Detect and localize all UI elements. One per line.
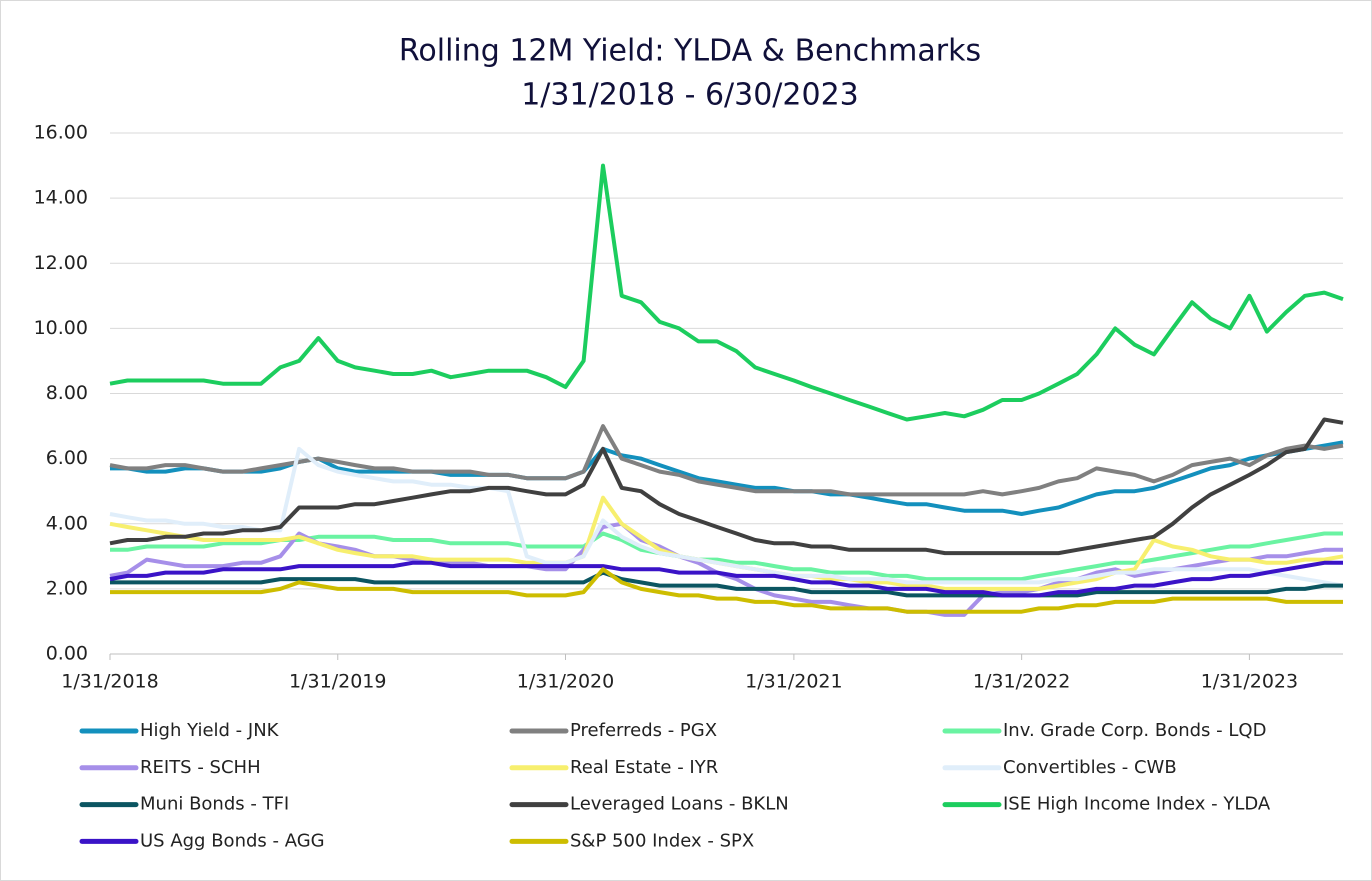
- chart-title: Rolling 12M Yield: YLDA & Benchmarks: [399, 34, 981, 69]
- series-line: [110, 570, 1343, 598]
- y-tick-label: 12.00: [34, 252, 88, 274]
- y-tick-label: 14.00: [34, 187, 88, 209]
- legend-label: REITS - SCHH: [140, 757, 261, 778]
- y-tick-label: 6.00: [46, 447, 88, 469]
- series-line: [109, 163, 1344, 422]
- series-line: [110, 567, 1343, 614]
- series-line: [109, 417, 1344, 556]
- y-tick-label: 16.00: [34, 122, 88, 144]
- x-tick-label: 1/31/2020: [517, 671, 614, 693]
- legend-label: Leveraged Loans - BKLN: [570, 794, 789, 815]
- series-line: [109, 446, 1344, 588]
- y-tick-label: 4.00: [46, 512, 88, 534]
- y-tick-label: 10.00: [34, 317, 88, 339]
- legend-label: US Agg Bonds - AGG: [140, 830, 325, 851]
- series-line: [109, 560, 1343, 598]
- y-tick-label: 0.00: [46, 643, 88, 665]
- legend-label: Convertibles - CWB: [1003, 757, 1177, 778]
- legend-label: Inv. Grade Corp. Bonds - LQD: [1003, 720, 1266, 741]
- y-tick-label: 2.00: [46, 577, 88, 599]
- series-line: [109, 424, 1344, 497]
- x-tick-label: 1/31/2023: [1201, 671, 1298, 693]
- y-tick-label: 8.00: [46, 382, 88, 404]
- legend-label: Real Estate - IYR: [570, 757, 718, 778]
- chart-subtitle: 1/31/2018 - 6/30/2023: [521, 78, 859, 113]
- legend-label: High Yield - JNK: [140, 720, 280, 741]
- legend-label: Muni Bonds - TFI: [140, 794, 289, 815]
- legend-label: S&P 500 Index - SPX: [570, 830, 754, 851]
- x-tick-label: 1/31/2021: [745, 671, 842, 693]
- x-tick-label: 1/31/2022: [973, 671, 1070, 693]
- x-tick-label: 1/31/2019: [289, 671, 386, 693]
- legend-label: Preferreds - PGX: [570, 720, 717, 741]
- legend-label: ISE High Income Index - YLDA: [1003, 794, 1271, 815]
- x-tick-label: 1/31/2018: [61, 671, 158, 693]
